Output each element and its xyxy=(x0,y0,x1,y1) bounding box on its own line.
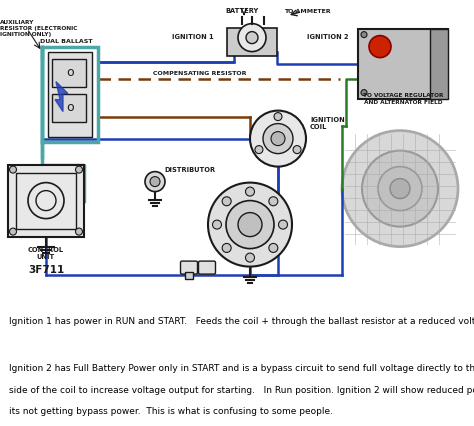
Text: IGNITION 2: IGNITION 2 xyxy=(307,34,348,40)
Bar xyxy=(227,28,277,56)
Text: CONTROL
UNIT: CONTROL UNIT xyxy=(28,247,64,260)
Circle shape xyxy=(222,197,231,206)
Text: IGNITION
COIL: IGNITION COIL xyxy=(310,117,345,130)
Circle shape xyxy=(269,243,278,253)
Circle shape xyxy=(145,172,165,192)
Bar xyxy=(8,164,84,236)
Bar xyxy=(16,173,76,229)
Text: side of the coil to increase voltage output for starting.   In Run position. Ign: side of the coil to increase voltage out… xyxy=(9,386,474,395)
Circle shape xyxy=(75,228,82,235)
Circle shape xyxy=(361,89,367,95)
FancyBboxPatch shape xyxy=(185,272,193,279)
Circle shape xyxy=(222,243,231,253)
Text: its not getting bypass power.  This is what is confusing to some people.: its not getting bypass power. This is wh… xyxy=(9,407,334,417)
Circle shape xyxy=(238,213,262,236)
Circle shape xyxy=(369,36,391,58)
Circle shape xyxy=(274,112,282,121)
Circle shape xyxy=(226,201,274,249)
Text: o: o xyxy=(66,101,74,114)
Circle shape xyxy=(263,124,293,154)
Text: IGNITION 1: IGNITION 1 xyxy=(173,34,214,40)
Circle shape xyxy=(246,32,258,43)
Bar xyxy=(52,94,86,121)
Circle shape xyxy=(378,167,422,210)
Circle shape xyxy=(390,178,410,199)
Circle shape xyxy=(269,197,278,206)
Text: Ignition 1 has power in RUN and START.   Feeds the coil + through the ballast re: Ignition 1 has power in RUN and START. F… xyxy=(9,317,474,326)
Circle shape xyxy=(255,146,263,154)
Circle shape xyxy=(250,111,306,167)
Circle shape xyxy=(75,166,82,173)
Bar xyxy=(358,29,448,98)
FancyBboxPatch shape xyxy=(181,261,198,274)
Text: BATTERY: BATTERY xyxy=(225,8,259,14)
Circle shape xyxy=(362,151,438,227)
Polygon shape xyxy=(55,82,68,112)
Bar xyxy=(430,29,448,98)
Text: DISTRIBUTOR: DISTRIBUTOR xyxy=(164,167,216,173)
Circle shape xyxy=(246,253,255,262)
Text: 3F711: 3F711 xyxy=(28,265,64,275)
Circle shape xyxy=(238,23,266,52)
Text: COMPENSATING RESISTOR: COMPENSATING RESISTOR xyxy=(153,71,247,75)
Bar xyxy=(52,59,86,86)
FancyBboxPatch shape xyxy=(199,261,216,274)
Circle shape xyxy=(293,146,301,154)
Circle shape xyxy=(150,177,160,187)
Text: TO AMMETER: TO AMMETER xyxy=(283,9,330,14)
Bar xyxy=(48,52,92,137)
Text: o: o xyxy=(66,66,74,79)
Circle shape xyxy=(279,220,288,229)
Circle shape xyxy=(9,228,17,235)
Circle shape xyxy=(342,131,458,247)
Text: AUXILIARY
RESISTOR (ELECTRONIC
IGNITION ONLY): AUXILIARY RESISTOR (ELECTRONIC IGNITION … xyxy=(0,20,78,37)
Circle shape xyxy=(271,132,285,146)
Circle shape xyxy=(246,187,255,196)
Text: TO VOLTAGE REGULATOR
AND ALTERNATOR FIELD: TO VOLTAGE REGULATOR AND ALTERNATOR FIEL… xyxy=(363,93,443,105)
Text: DUAL BALLAST: DUAL BALLAST xyxy=(40,39,92,43)
Circle shape xyxy=(361,32,367,37)
Circle shape xyxy=(208,183,292,267)
Circle shape xyxy=(9,166,17,173)
Bar xyxy=(42,46,98,141)
Text: Ignition 2 has Full Battery Power only in START and is a bypass circuit to send : Ignition 2 has Full Battery Power only i… xyxy=(9,365,474,374)
Circle shape xyxy=(212,220,221,229)
